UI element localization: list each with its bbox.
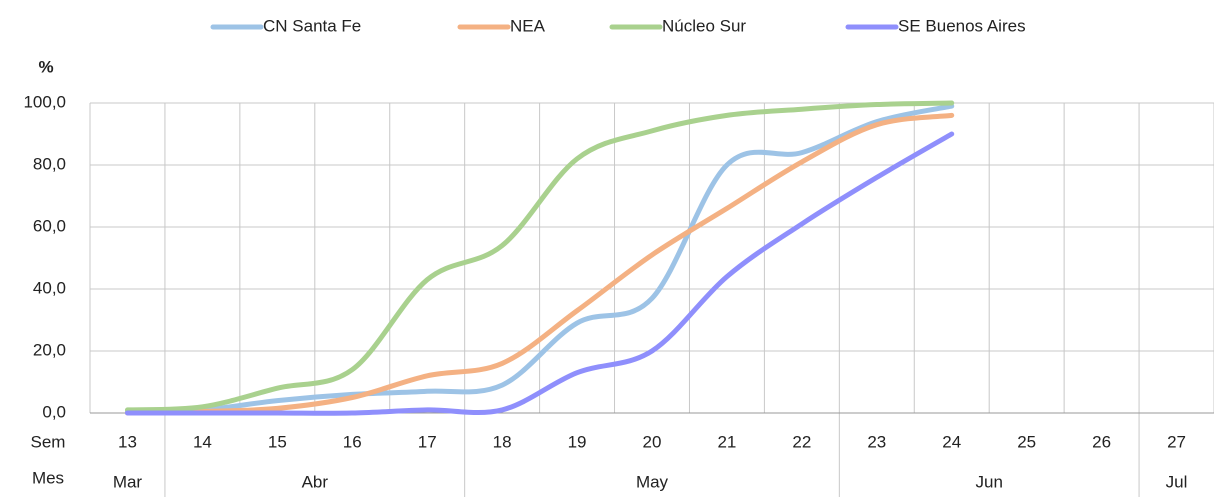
x-tick-label: 16	[343, 432, 362, 451]
x-tick-label: 15	[268, 432, 287, 451]
month-label: May	[636, 472, 669, 491]
legend-label: Núcleo Sur	[662, 16, 746, 35]
x-tick-label: 14	[193, 432, 212, 451]
series-line	[124, 131, 955, 416]
month-label: Mar	[113, 472, 143, 491]
x-tick-label: 25	[1017, 432, 1036, 451]
y-tick-label: 60,0	[33, 216, 66, 235]
y-tick-label: 40,0	[33, 278, 66, 297]
x-tick-label: 13	[118, 432, 137, 451]
series-line	[124, 100, 955, 413]
x-tick-label: 27	[1167, 432, 1186, 451]
series-line	[124, 112, 955, 416]
y-tick-label: 20,0	[33, 340, 66, 359]
x-tick-label: 20	[643, 432, 662, 451]
x-tick-label: 21	[717, 432, 736, 451]
month-label: Jul	[1166, 472, 1188, 491]
series-line	[124, 103, 955, 414]
y-tick-label: 80,0	[33, 154, 66, 173]
week-row-label: Sem	[31, 432, 66, 451]
month-label: Jun	[975, 472, 1002, 491]
x-tick-label: 22	[792, 432, 811, 451]
x-tick-label: 24	[942, 432, 961, 451]
y-tick-label: 100,0	[23, 92, 66, 111]
x-tick-label: 17	[418, 432, 437, 451]
x-tick-label: 26	[1092, 432, 1111, 451]
x-tick-label: 18	[493, 432, 512, 451]
x-tick-label: 23	[867, 432, 886, 451]
legend-label: NEA	[510, 16, 546, 35]
legend-label: CN Santa Fe	[263, 16, 361, 35]
y-axis-label: %	[38, 57, 53, 76]
legend-label: SE Buenos Aires	[898, 16, 1026, 35]
month-label: Abr	[302, 472, 329, 491]
y-tick-label: 0,0	[42, 402, 66, 421]
x-tick-label: 19	[568, 432, 587, 451]
month-row-label: Mes	[32, 468, 64, 487]
